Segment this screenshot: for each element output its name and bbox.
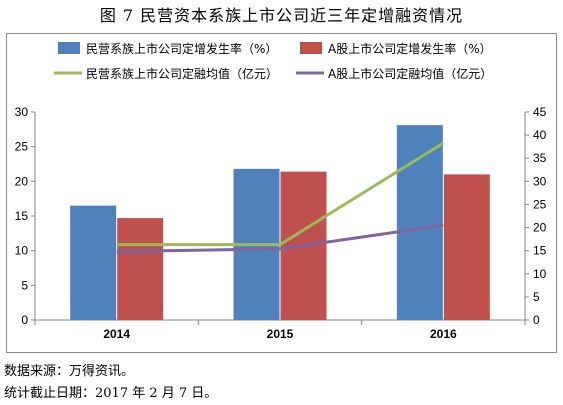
source-note: 数据来源：万得资讯。 xyxy=(4,364,135,379)
right-tick-label: 25 xyxy=(533,197,547,211)
tick-labels: 0 5 10 15 20 25 30 0 5 10 15 20 25 30 35 40 45 2014 2015 20… xyxy=(15,105,547,341)
bar xyxy=(443,174,490,320)
right-tick-label: 10 xyxy=(533,267,547,281)
right-tick-label: 45 xyxy=(533,105,547,119)
x-tick-label: 2015 xyxy=(267,327,294,341)
series-line xyxy=(116,223,444,254)
right-tick-label: 15 xyxy=(533,244,547,258)
chart-frame xyxy=(6,33,557,353)
series-line xyxy=(116,141,445,247)
right-tick-label: 0 xyxy=(533,313,540,327)
left-tick-label: 5 xyxy=(21,278,28,292)
x-tick-label: 2014 xyxy=(103,327,130,341)
right-tick-label: 40 xyxy=(533,128,547,142)
right-tick-label: 35 xyxy=(533,151,547,165)
left-tick-label: 20 xyxy=(15,174,29,188)
right-tick-label: 20 xyxy=(533,221,547,235)
right-tick-label: 5 xyxy=(533,290,540,304)
legend-swatch xyxy=(58,42,80,54)
legend-label: A股上市公司定增发生率（%） xyxy=(328,41,492,56)
figure-title: 图 7 民营资本系族上市公司近三年定增融资情况 xyxy=(99,6,464,25)
left-tick-label: 25 xyxy=(15,140,29,154)
legend-swatch xyxy=(300,42,322,54)
bar xyxy=(117,218,164,320)
left-tick-label: 10 xyxy=(15,244,29,258)
left-tick-label: 30 xyxy=(15,105,29,119)
bar xyxy=(70,205,117,320)
legend-label: A股上市公司定融均值（亿元） xyxy=(328,66,492,81)
axes xyxy=(31,111,529,325)
cutoff-note: 统计截止日期：2017 年 2 月 7 日。 xyxy=(4,386,218,401)
legend-label: 民营系族上市公司定融均值（亿元） xyxy=(86,66,278,81)
right-tick-label: 30 xyxy=(533,174,547,188)
lines xyxy=(116,141,445,254)
legend: 民营系族上市公司定增发生率（%） A股上市公司定增发生率（%） 民营系族上市公司定融… xyxy=(54,41,492,81)
legend-label: 民营系族上市公司定增发生率（%） xyxy=(86,41,277,56)
left-tick-label: 0 xyxy=(21,313,28,327)
x-tick-label: 2016 xyxy=(430,327,457,341)
left-tick-label: 15 xyxy=(15,209,29,223)
bar xyxy=(396,125,443,320)
